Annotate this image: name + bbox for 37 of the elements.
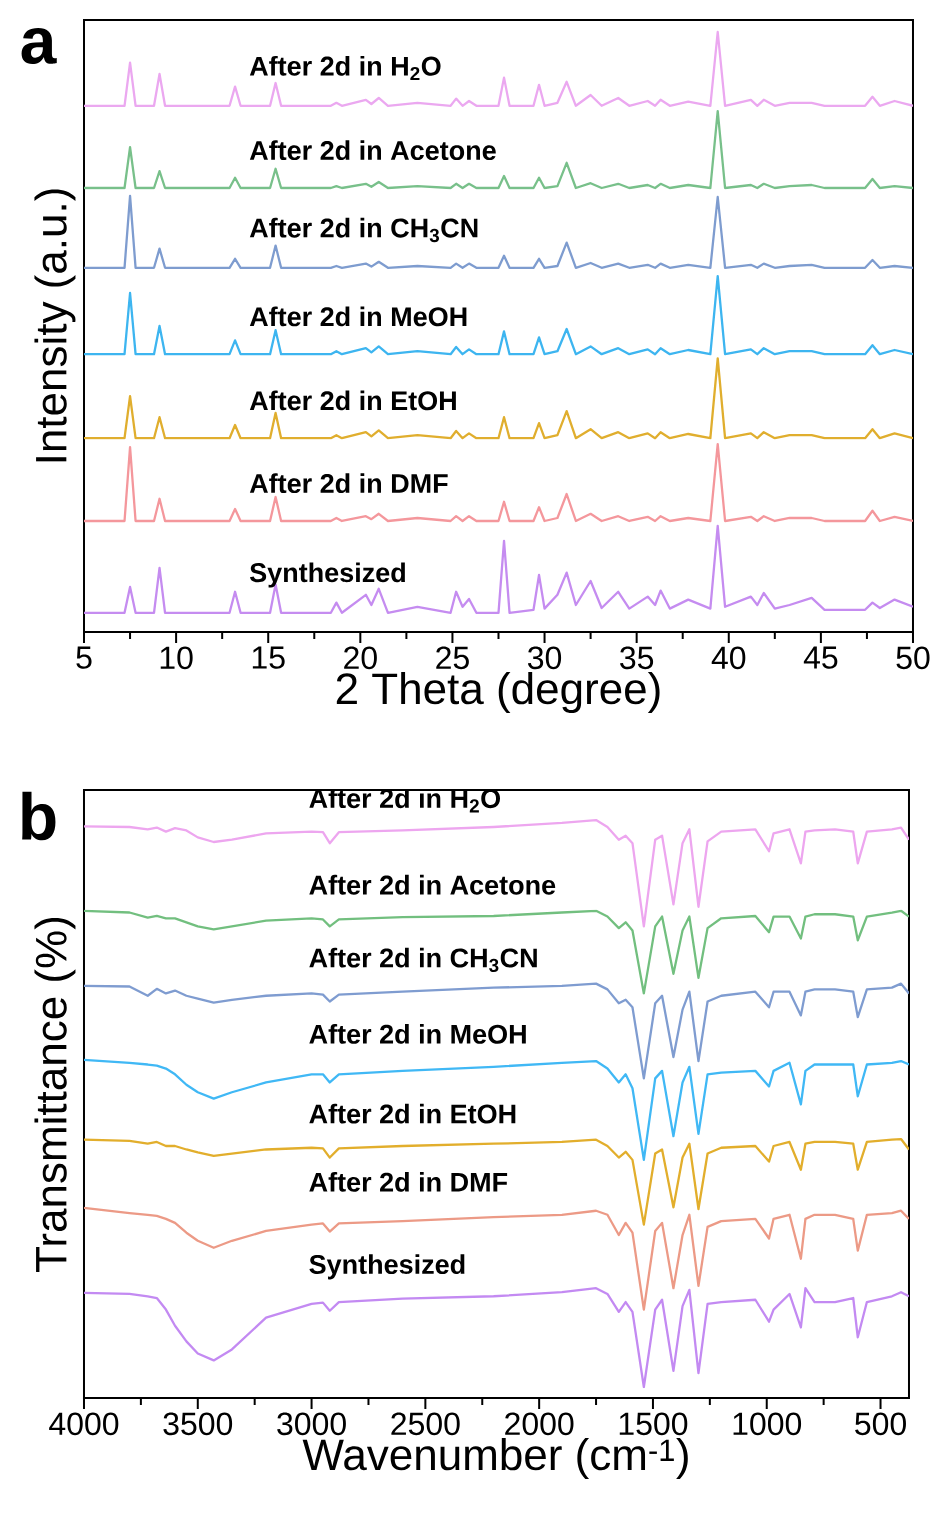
x-axis-title: Wavenumber (cm$^{-1}$) xyxy=(302,1438,688,1480)
series-label: After 2d in EtOH xyxy=(249,390,456,411)
y-axis-title: Intensity (a.u.) xyxy=(34,189,76,462)
text: a xyxy=(21,27,57,65)
x-tick-label: 5 xyxy=(76,646,92,669)
series-label: After 2d in DMF xyxy=(309,1171,508,1192)
series-label: After 2d in H$_{2}$O xyxy=(249,55,441,81)
series-label: After 2d in MeOH xyxy=(249,306,467,327)
x-tick-label: 50 xyxy=(896,646,930,670)
series-label: Synthesized xyxy=(249,562,405,588)
x-axis-title: 2 Theta (degree) xyxy=(336,672,660,714)
x-tick-label: 10 xyxy=(160,646,193,670)
x-tick-label: 30 xyxy=(527,646,562,670)
series-label: After 2d in EtOH xyxy=(309,1103,516,1124)
x-tick-label: 2000 xyxy=(505,1412,574,1436)
text: b xyxy=(22,791,56,841)
series-label: After 2d in CH$_{3}$CN xyxy=(309,947,537,973)
series-label: After 2d in MeOH xyxy=(309,1023,526,1044)
x-tick-label: 40 xyxy=(711,646,746,670)
x-tick-label: 15 xyxy=(252,646,285,669)
x-tick-label: 25 xyxy=(436,646,469,670)
series-label: After 2d in CH$_{3}$CN xyxy=(249,217,478,243)
x-tick-label: 1500 xyxy=(619,1412,688,1436)
y-axis-title: Transmittance (%) xyxy=(34,917,76,1272)
series-label: After 2d in Acetone xyxy=(309,874,556,895)
series-label: After 2d in DMF xyxy=(249,473,448,494)
x-tick-label: 3000 xyxy=(277,1412,346,1436)
x-tick-label: 500 xyxy=(855,1412,906,1436)
series-label: After 2d in Acetone xyxy=(249,140,496,161)
x-tick-label: 2500 xyxy=(391,1412,460,1436)
x-tick-label: 20 xyxy=(344,646,377,670)
x-tick-label: 4000 xyxy=(49,1412,119,1436)
x-tick-label: 3500 xyxy=(163,1412,233,1436)
x-tick-label: 45 xyxy=(803,646,838,669)
x-tick-label: 35 xyxy=(620,646,654,670)
x-tick-label: 1000 xyxy=(733,1412,802,1436)
series-label: Synthesized xyxy=(309,1254,465,1280)
